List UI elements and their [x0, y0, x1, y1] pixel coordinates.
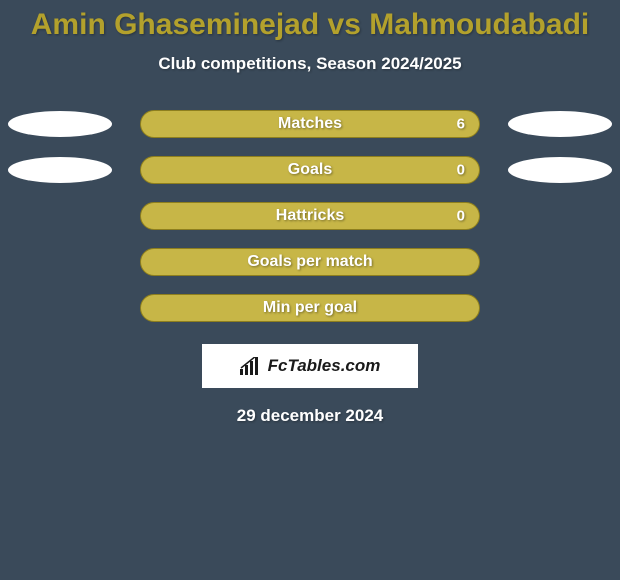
date-text: 29 december 2024 — [0, 406, 620, 426]
stat-label: Goals — [288, 161, 332, 179]
stat-value: 6 — [457, 116, 465, 133]
stat-value: 0 — [457, 208, 465, 225]
stat-label: Matches — [278, 115, 342, 133]
player-ellipse-left — [8, 157, 112, 183]
stat-bar: Matches 6 — [140, 110, 480, 138]
page-title: Amin Ghaseminejad vs Mahmoudabadi — [0, 0, 620, 42]
player-ellipse-left — [8, 111, 112, 137]
subtitle: Club competitions, Season 2024/2025 — [0, 54, 620, 74]
stat-bar: Goals 0 — [140, 156, 480, 184]
stat-bar: Min per goal — [140, 294, 480, 322]
stat-row: Goals per match — [0, 248, 620, 276]
stat-row: Hattricks 0 — [0, 202, 620, 230]
comparison-card: Amin Ghaseminejad vs Mahmoudabadi Club c… — [0, 0, 620, 580]
stat-row: Min per goal — [0, 294, 620, 322]
brand-text: FcTables.com — [268, 356, 381, 376]
stat-value: 0 — [457, 162, 465, 179]
chart-icon — [240, 357, 262, 375]
stat-row: Matches 6 — [0, 110, 620, 138]
stat-bar: Hattricks 0 — [140, 202, 480, 230]
player-ellipse-right — [508, 111, 612, 137]
brand-badge: FcTables.com — [202, 344, 418, 388]
stat-row: Goals 0 — [0, 156, 620, 184]
stat-label: Goals per match — [247, 253, 372, 271]
player-ellipse-right — [508, 157, 612, 183]
stat-rows: Matches 6 Goals 0 Hattricks 0 Goals per match M… — [0, 110, 620, 322]
stat-label: Min per goal — [263, 299, 357, 317]
stat-bar: Goals per match — [140, 248, 480, 276]
stat-label: Hattricks — [276, 207, 344, 225]
